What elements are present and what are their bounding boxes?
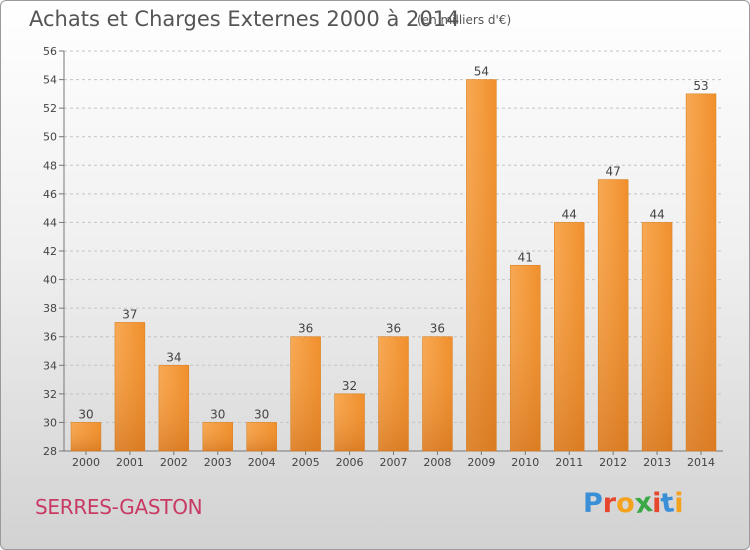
logo-letter: P: [583, 488, 603, 519]
data-label: 41: [518, 250, 533, 264]
chart-unit: (en milliers d'€): [417, 13, 512, 27]
bar-shade-2012: [598, 179, 629, 452]
y-tick-label: 38: [43, 302, 57, 315]
logo-letter: i: [652, 488, 662, 519]
x-tick-label: 2007: [380, 456, 408, 469]
bar-shade-2004: [246, 422, 277, 451]
y-tick-label: 30: [43, 416, 57, 429]
x-tick-label: 2011: [555, 456, 583, 469]
x-tick-label: 2003: [204, 456, 232, 469]
data-label: 44: [649, 207, 664, 221]
x-tick-label: 2002: [160, 456, 188, 469]
data-label: 30: [254, 407, 269, 421]
y-tick-label: 54: [43, 74, 57, 87]
x-tick-label: 2005: [292, 456, 320, 469]
bar-shade-2011: [554, 222, 585, 451]
x-tick-label: 2010: [511, 456, 539, 469]
y-tick-label: 44: [43, 216, 57, 229]
data-label: 36: [386, 322, 401, 336]
y-tick-label: 46: [43, 188, 57, 201]
bar-shade-2003: [202, 422, 233, 451]
bar-shade-2000: [71, 422, 101, 451]
x-tick-label: 2013: [643, 456, 671, 469]
bar-shade-2006: [334, 393, 365, 451]
data-label: 30: [210, 407, 225, 421]
y-tick-label: 52: [43, 102, 57, 115]
y-tick-label: 48: [43, 159, 57, 172]
y-tick-label: 36: [43, 331, 57, 344]
data-label: 44: [562, 207, 577, 221]
logo-letter: r: [602, 488, 617, 519]
data-label: 36: [298, 322, 313, 336]
data-label: 32: [342, 379, 357, 393]
bar-shade-2010: [510, 265, 541, 451]
y-tick-label: 42: [43, 245, 57, 258]
x-tick-label: 2009: [467, 456, 495, 469]
data-label: 37: [122, 307, 137, 321]
data-label: 34: [166, 350, 181, 364]
bar-shade-2013: [642, 222, 673, 451]
bar-shade-2009: [466, 79, 497, 452]
y-tick-label: 34: [43, 359, 57, 372]
logo-letter: i: [674, 488, 684, 519]
logo-letter: x: [632, 486, 655, 521]
proxiti-logo[interactable]: Proxiti: [583, 486, 684, 521]
data-label: 53: [693, 79, 708, 93]
bar-shade-2001: [114, 322, 145, 451]
axis-layer: 28 30 32 34 36 38 40 42 44 46 48 50 52 54 56 2000 2001 20…: [43, 45, 723, 469]
data-label: 36: [430, 322, 445, 336]
x-tick-label: 2014: [687, 456, 715, 469]
y-tick-label: 40: [43, 274, 57, 287]
bar-shade-2002: [158, 365, 189, 451]
label-layer: 30 37 34 30 30 36 32 36 36 54 41 44 47 44 53: [78, 65, 708, 422]
logo-letter: o: [616, 488, 635, 519]
x-tick-label: 2006: [336, 456, 364, 469]
y-tick-label: 32: [43, 388, 57, 401]
commune-name: SERRES-GASTON: [35, 495, 203, 519]
bar-shade-2008: [422, 336, 453, 451]
bar-shade-2014: [686, 93, 716, 451]
x-tick-label: 2001: [116, 456, 144, 469]
data-label: 30: [78, 407, 93, 421]
x-tick-label: 2008: [423, 456, 451, 469]
data-label: 54: [474, 65, 489, 79]
y-tick-label: 28: [43, 445, 57, 458]
x-tick-label: 2004: [248, 456, 276, 469]
chart-title: Achats et Charges Externes 2000 à 2014: [29, 7, 460, 31]
y-tick-label: 56: [43, 45, 57, 58]
data-label: 47: [606, 165, 621, 179]
bar-shade-2007: [378, 336, 409, 451]
x-tick-label: 2012: [599, 456, 627, 469]
x-tick-label: 2000: [72, 456, 100, 469]
y-tick-label: 50: [43, 131, 57, 144]
bar-shade-2005: [290, 336, 321, 451]
bar-layer: [70, 79, 717, 452]
